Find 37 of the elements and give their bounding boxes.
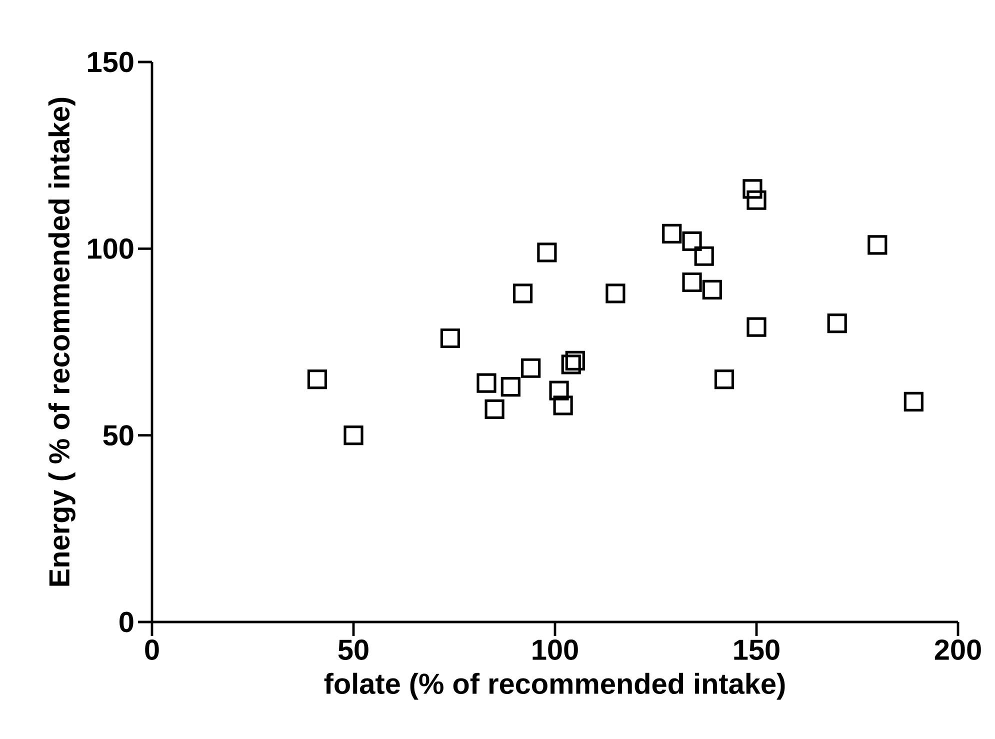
point xyxy=(521,358,541,378)
point xyxy=(484,399,504,419)
point xyxy=(553,396,573,416)
point xyxy=(344,426,364,446)
x-tick-label: 100 xyxy=(532,640,578,660)
point xyxy=(561,354,581,374)
x-tick-label: 50 xyxy=(338,640,368,660)
point xyxy=(694,246,714,266)
point xyxy=(476,373,496,393)
y-tick-label: 100 xyxy=(88,238,134,259)
point xyxy=(702,280,722,300)
x-axis-title: folate (% of recommended intake) xyxy=(324,672,785,700)
y-tick-label: 150 xyxy=(88,52,134,72)
point xyxy=(500,376,520,397)
point xyxy=(682,272,702,292)
point xyxy=(662,224,682,244)
point xyxy=(868,235,888,255)
point xyxy=(682,231,702,251)
point xyxy=(606,284,626,304)
x-tick-label: 200 xyxy=(934,640,981,660)
point xyxy=(440,328,460,348)
point xyxy=(746,190,766,210)
point xyxy=(714,370,734,390)
point xyxy=(565,350,585,370)
point xyxy=(549,380,569,400)
point xyxy=(742,179,762,199)
y-tick-label: 0 xyxy=(120,612,134,632)
x-tick-label: 150 xyxy=(734,640,780,660)
x-tick-label: 0 xyxy=(145,640,159,660)
point xyxy=(512,284,533,304)
y-axis-title: Energy ( % of recommended intake) xyxy=(48,98,76,586)
point xyxy=(904,392,924,412)
point xyxy=(307,370,328,390)
point xyxy=(827,314,847,334)
point xyxy=(746,317,766,337)
y-tick-label: 50 xyxy=(103,425,134,446)
point xyxy=(537,242,557,262)
